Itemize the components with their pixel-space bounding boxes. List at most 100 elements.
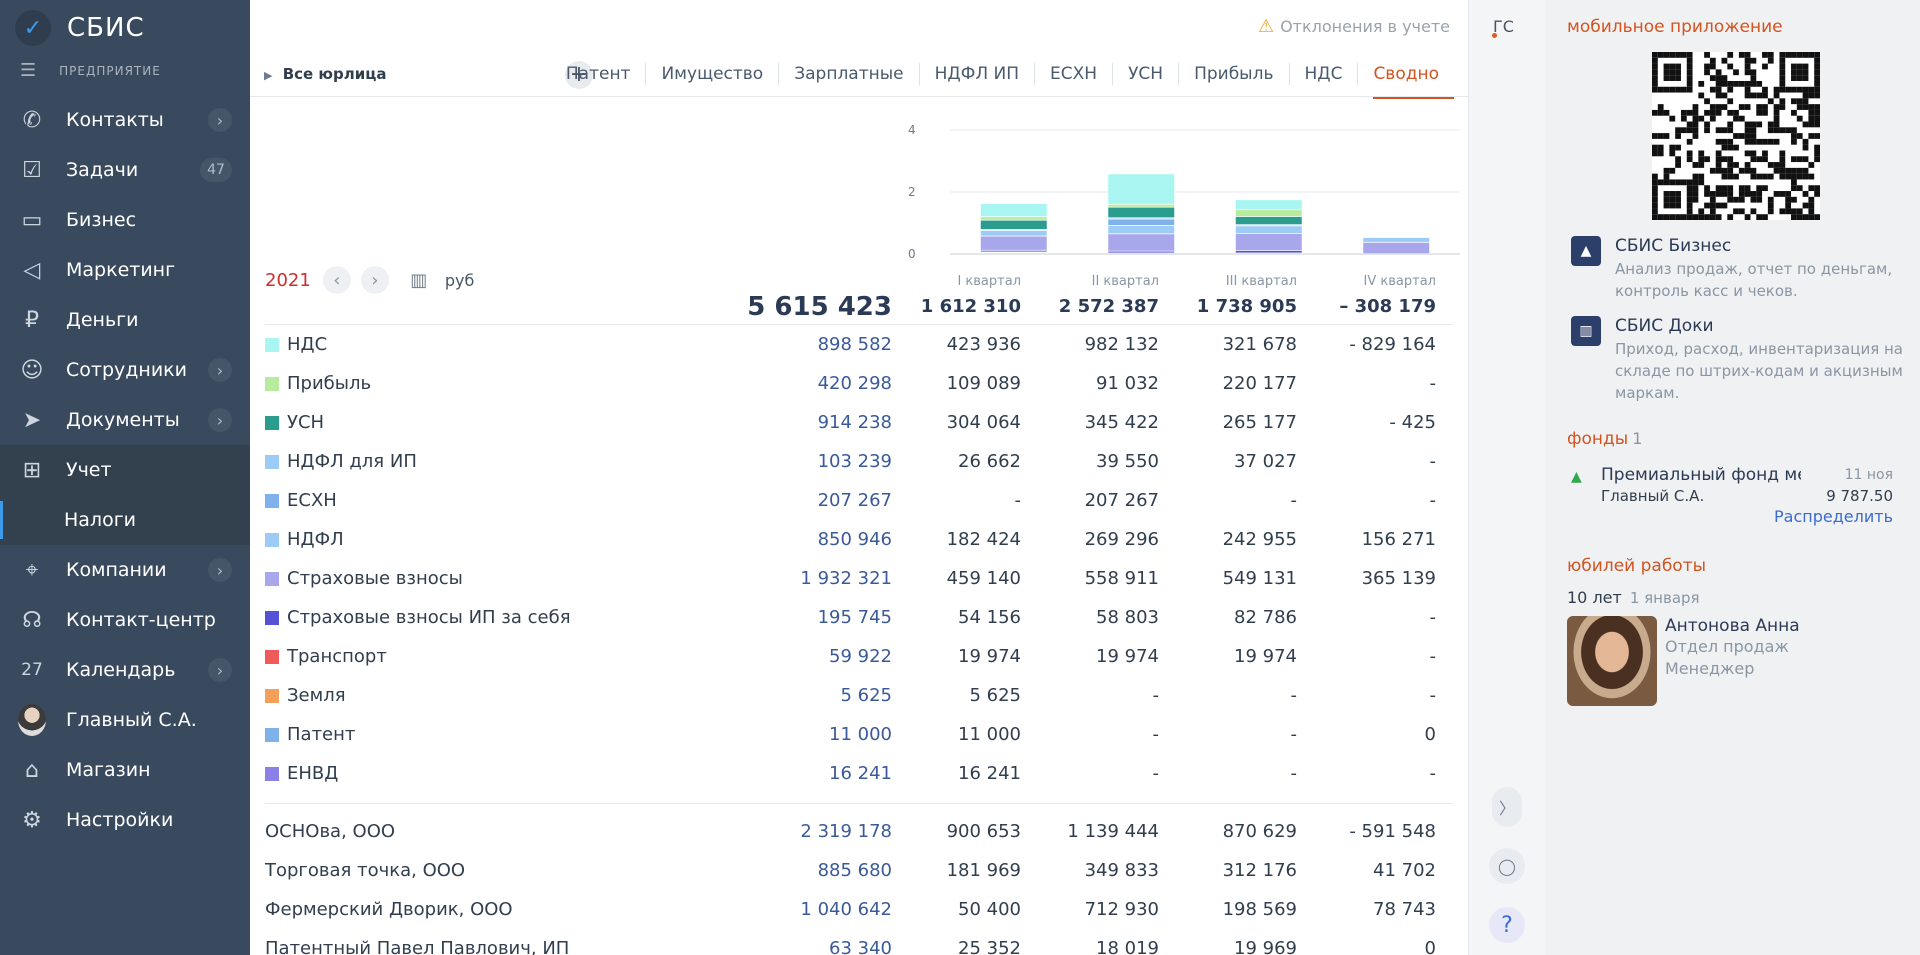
bar-segment[interactable] (1108, 174, 1175, 204)
row-total[interactable]: 885 680 (817, 860, 892, 881)
jubilee-person[interactable]: Антонова Анна Отдел продаж Менеджер (1567, 616, 1800, 706)
tab[interactable]: Сводно (1357, 63, 1454, 99)
company-selector[interactable]: ☰ ПРЕДПРИЯТИЕ (20, 62, 161, 80)
bar-segment[interactable] (1235, 250, 1302, 253)
expand-arrow-icon[interactable]: › (208, 558, 232, 582)
person-photo[interactable] (1567, 616, 1657, 706)
bar-segment[interactable] (1235, 226, 1302, 233)
tab[interactable]: УСН (1112, 63, 1178, 85)
table-row[interactable]: Страховые взносы 1 932 321 459 140 558 911 5… (250, 560, 1468, 598)
bar-segment[interactable] (1363, 242, 1430, 254)
chart-toggle-icon[interactable]: ▥ (410, 269, 428, 291)
row-total[interactable]: 103 239 (817, 451, 892, 472)
bar-segment[interactable] (1108, 225, 1175, 234)
nav-item[interactable]: Главный С.А. (0, 695, 250, 745)
row-total[interactable]: 59 922 (829, 646, 892, 667)
bar-segment[interactable] (1108, 204, 1175, 207)
nav-item[interactable]: ☊ Контакт-центр (0, 595, 250, 645)
row-total[interactable]: 16 241 (829, 763, 892, 784)
nav-item[interactable]: 27 Календарь › (0, 645, 250, 695)
nav-item[interactable]: ⌖ Компании › (0, 545, 250, 595)
tab[interactable]: Зарплатные (778, 63, 918, 85)
app-sbis-business[interactable]: ▲ СБИС Бизнес Анализ продаж, отчет по де… (1571, 236, 1920, 302)
nav-item[interactable]: Налоги (0, 495, 250, 545)
bar-segment[interactable] (1108, 219, 1175, 226)
bar-segment[interactable] (1235, 210, 1302, 217)
bar-segment[interactable] (980, 204, 1047, 217)
row-total[interactable]: 898 582 (817, 334, 892, 355)
bar-segment[interactable] (1108, 207, 1175, 218)
table-row[interactable]: Земля 5 625 5 625 - - - (250, 677, 1468, 715)
bar-segment[interactable] (1363, 237, 1430, 242)
row-total[interactable]: 5 625 (840, 685, 892, 706)
bar-segment[interactable] (980, 250, 1047, 252)
table-row[interactable]: Патент 11 000 11 000 - - 0 (250, 716, 1468, 754)
bar-segment[interactable] (980, 230, 1047, 236)
bar-segment[interactable] (980, 220, 1047, 230)
chat-icon[interactable]: ◯ (1489, 848, 1525, 884)
nav-item[interactable]: ☑ Задачи 47 (0, 145, 250, 195)
expand-arrow-icon[interactable]: › (208, 358, 232, 382)
accounting-warning[interactable]: ⚠ Отклонения в учете (1258, 16, 1450, 37)
nav-item[interactable]: ◁ Маркетинг (0, 245, 250, 295)
row-total[interactable]: 207 267 (817, 490, 892, 511)
distribute-link[interactable]: Распределить (1774, 507, 1893, 526)
row-total[interactable]: 2 319 178 (800, 821, 892, 842)
prev-period-button[interactable]: ‹ (322, 266, 351, 294)
tab[interactable]: НДФЛ ИП (918, 63, 1034, 85)
bar-segment[interactable] (980, 217, 1047, 220)
table-row[interactable]: ОСНОва, ООО 2 319 178 900 653 1 139 444 870 … (250, 813, 1468, 851)
year-label[interactable]: 2021 (265, 269, 311, 291)
tab[interactable]: Патент (565, 64, 631, 84)
logo[interactable]: ✓ СБИС (15, 8, 145, 48)
table-row[interactable]: НДФЛ для ИП 103 239 26 662 39 550 37 027 - (250, 443, 1468, 481)
nav-item[interactable]: ⚙ Настройки (0, 795, 250, 845)
bar-segment[interactable] (980, 236, 1047, 250)
table-row[interactable]: НДС 898 582 423 936 982 132 321 678 - 829 164 (250, 326, 1468, 364)
bar-segment[interactable] (1235, 216, 1302, 225)
table-row[interactable]: Фермерский Дворик, ООО 1 040 642 50 400 712… (250, 891, 1468, 929)
nav-item[interactable]: ▭ Бизнес (0, 195, 250, 245)
nav-item[interactable]: ₽ Деньги (0, 295, 250, 345)
table-row[interactable]: ЕНВД 16 241 16 241 - - - (250, 755, 1468, 793)
add-button[interactable]: + (565, 61, 593, 89)
help-icon[interactable]: ? (1489, 907, 1525, 943)
row-total[interactable]: 850 946 (817, 529, 892, 550)
nav-item[interactable]: ➤ Документы › (0, 395, 250, 445)
bar-segment[interactable] (1108, 251, 1175, 253)
table-row[interactable]: Прибыль 420 298 109 089 91 032 220 177 - (250, 365, 1468, 403)
bar-segment[interactable] (1235, 233, 1302, 251)
all-legal-entities-toggle[interactable]: ▶ Все юрлица (264, 65, 386, 83)
currency-unit[interactable]: руб (444, 270, 475, 290)
row-total[interactable]: 63 340 (829, 938, 892, 955)
table-row[interactable]: НДФЛ 850 946 182 424 269 296 242 955 156 271 (250, 521, 1468, 559)
bar-segment[interactable] (1235, 200, 1302, 210)
collapse-panel-button[interactable]: 〉 (1492, 787, 1522, 827)
person-name[interactable]: Антонова Анна (1665, 616, 1800, 636)
nav-item[interactable]: ☺ Сотрудники › (0, 345, 250, 395)
nav-item[interactable]: ✆ Контакты › (0, 95, 250, 145)
expand-arrow-icon[interactable]: › (208, 108, 232, 132)
user-initials[interactable]: ГС (1493, 17, 1514, 36)
tab[interactable]: НДС (1288, 63, 1358, 85)
app-sbis-docs[interactable]: ▥ СБИС Доки Приход, расход, инвентаризац… (1571, 316, 1920, 404)
table-row[interactable]: Торговая точка, ООО 885 680 181 969 349 833… (250, 852, 1468, 890)
tab[interactable]: ЕСХН (1034, 63, 1112, 85)
table-row[interactable]: УСН 914 238 304 064 345 422 265 177 - 425 (250, 404, 1468, 442)
row-total[interactable]: 11 000 (829, 724, 892, 745)
tab[interactable]: Прибыль (1178, 63, 1288, 85)
table-row[interactable]: Транспорт 59 922 19 974 19 974 19 974 - (250, 638, 1468, 676)
menu-icon[interactable]: ☰ (20, 60, 38, 81)
qr-code-icon[interactable] (1652, 52, 1820, 220)
nav-item[interactable]: ⌂ Магазин (0, 745, 250, 795)
row-total[interactable]: 1 932 321 (800, 568, 892, 589)
bar-segment[interactable] (1108, 234, 1175, 251)
tab[interactable]: Имущество (645, 63, 778, 85)
row-total[interactable]: 1 040 642 (800, 899, 892, 920)
row-total[interactable]: 195 745 (817, 607, 892, 628)
table-row[interactable]: Патентный Павел Павлович, ИП 63 340 25 352… (250, 930, 1468, 955)
table-row[interactable]: ЕСХН 207 267 - 207 267 - - (250, 482, 1468, 520)
fund-name[interactable]: Премиальный фонд менеджеров (1601, 465, 1801, 485)
next-period-button[interactable]: › (360, 266, 389, 294)
expand-arrow-icon[interactable]: › (208, 658, 232, 682)
